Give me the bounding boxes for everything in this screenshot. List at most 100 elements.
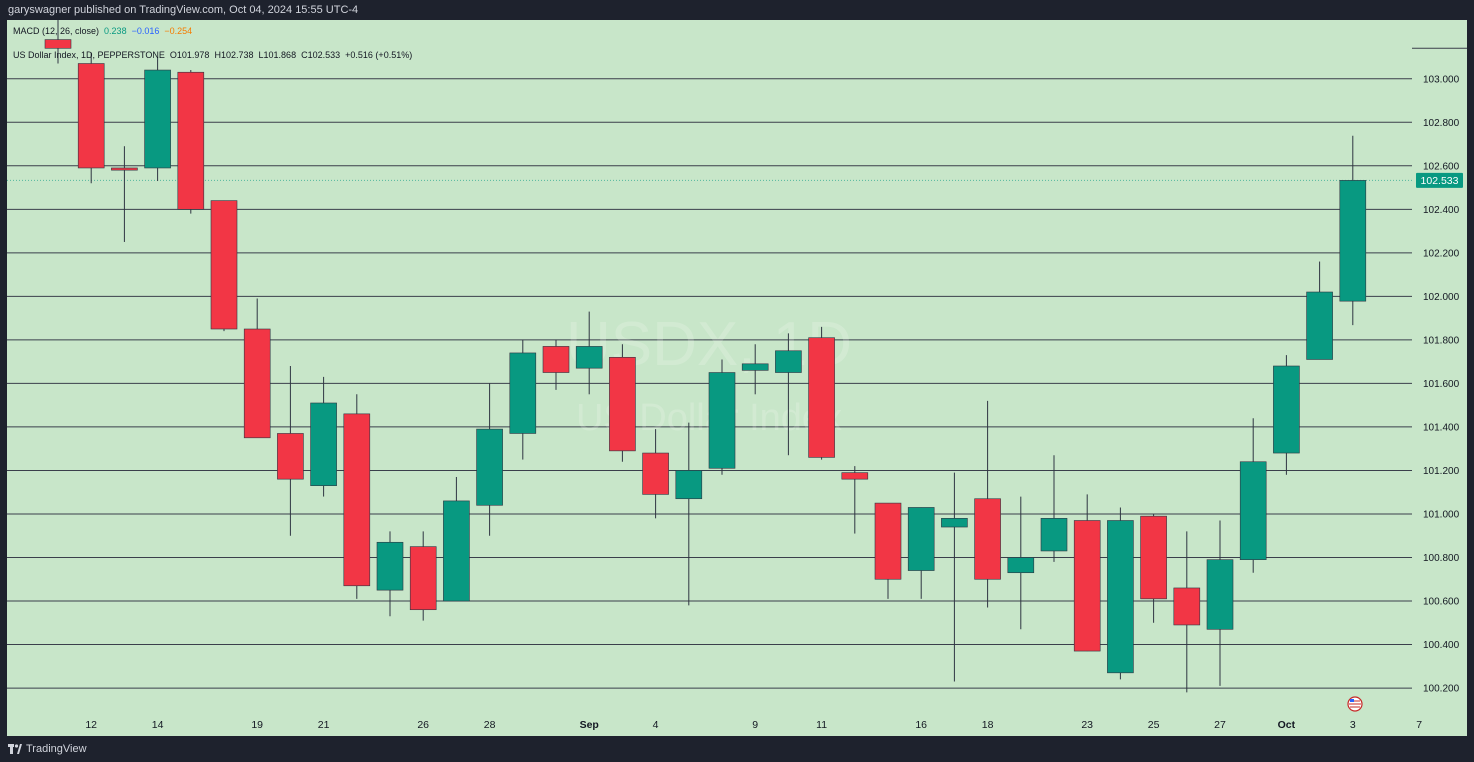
macd-signal-value: −0.016 xyxy=(131,26,160,36)
candle-body xyxy=(874,502,902,580)
candle-body xyxy=(974,498,1001,580)
candle[interactable] xyxy=(376,531,404,617)
candle[interactable] xyxy=(1173,531,1201,693)
candle-body xyxy=(77,63,105,169)
candle-body xyxy=(476,428,503,506)
candle[interactable] xyxy=(907,507,935,599)
tradingview-brand: TradingView xyxy=(26,743,87,755)
candle[interactable] xyxy=(941,472,968,682)
last-price-label: 102.533 xyxy=(1421,175,1459,187)
candle-body xyxy=(243,328,271,439)
candle[interactable] xyxy=(177,70,205,214)
candle-body xyxy=(1273,365,1300,454)
price-tick-label: 100.600 xyxy=(1423,597,1460,608)
tradingview-logo[interactable]: TradingView xyxy=(8,743,87,755)
last-price-box xyxy=(1416,172,1463,188)
candle[interactable] xyxy=(874,502,902,599)
macd-legend[interactable]: MACD (12, 26, close) 0.238 −0.016 −0.254 xyxy=(13,25,192,37)
time-tick-label: Sep xyxy=(580,719,599,731)
candle[interactable] xyxy=(1206,520,1234,686)
flag-icon[interactable] xyxy=(1347,696,1363,712)
candle[interactable] xyxy=(642,429,669,519)
candle-body xyxy=(1339,180,1367,302)
candle[interactable] xyxy=(1306,261,1333,360)
price-axis: 100.200 100.400 100.600 100.800 101.000 101.2… xyxy=(1423,74,1460,694)
change-value: +0.516 (+0.51%) xyxy=(345,50,413,60)
candle[interactable] xyxy=(409,531,437,621)
candle-body xyxy=(443,500,470,602)
candle[interactable] xyxy=(277,366,304,536)
candle-body xyxy=(343,413,371,587)
candle-body xyxy=(542,346,570,373)
candle[interactable] xyxy=(708,359,736,475)
time-tick-label: 19 xyxy=(251,719,263,731)
candle[interactable] xyxy=(609,344,636,462)
candle-body xyxy=(210,200,238,330)
candle[interactable] xyxy=(808,326,835,460)
price-tick-label: 100.400 xyxy=(1423,640,1460,651)
candle-body xyxy=(741,363,769,371)
candle[interactable] xyxy=(1273,355,1300,475)
macd-value: 0.238 xyxy=(104,26,127,36)
candle-body xyxy=(409,546,437,611)
time-tick-label: 18 xyxy=(982,719,994,731)
symbol-legend[interactable]: US Dollar Index, 1D, PEPPERSTONE O101.97… xyxy=(13,49,412,61)
price-tick-label: 101.400 xyxy=(1423,422,1460,433)
candle-body xyxy=(310,402,337,486)
time-tick-label: 23 xyxy=(1081,719,1093,731)
macd-histogram-value: −0.254 xyxy=(164,26,193,36)
candle[interactable] xyxy=(1040,455,1068,562)
candle-body xyxy=(642,452,669,495)
candlestick-chart[interactable]: USDX, 1D US Dollar Index 100.200100.4001… xyxy=(7,20,1467,736)
candle[interactable] xyxy=(575,311,603,395)
candle[interactable] xyxy=(111,146,138,242)
candle[interactable] xyxy=(310,376,337,497)
candles xyxy=(44,20,1367,693)
candle-body xyxy=(111,167,138,171)
candle-body xyxy=(509,352,537,434)
candle[interactable] xyxy=(741,344,769,395)
price-tick-label: 102.800 xyxy=(1423,118,1460,129)
candle-body xyxy=(1239,461,1267,560)
candle[interactable] xyxy=(1107,507,1134,680)
candle[interactable] xyxy=(974,400,1001,608)
candle[interactable] xyxy=(542,339,570,390)
candle[interactable] xyxy=(841,466,869,534)
price-tick-label: 100.800 xyxy=(1423,553,1460,564)
candle-body xyxy=(277,433,304,480)
candle-body xyxy=(808,337,835,458)
candle[interactable] xyxy=(1007,496,1035,630)
candle[interactable] xyxy=(243,298,271,439)
candle[interactable] xyxy=(77,52,105,184)
candle[interactable] xyxy=(44,20,72,64)
candle-body xyxy=(907,507,935,571)
candle[interactable] xyxy=(476,383,503,536)
time-tick-label: 9 xyxy=(752,719,758,731)
candle[interactable] xyxy=(1239,418,1267,573)
candle[interactable] xyxy=(1339,135,1367,326)
candle[interactable] xyxy=(210,200,238,332)
candle[interactable] xyxy=(1073,494,1101,652)
candle[interactable] xyxy=(443,476,470,602)
footer: TradingView xyxy=(0,740,1474,762)
time-tick-label: 3 xyxy=(1350,719,1356,731)
candle[interactable] xyxy=(675,422,703,606)
candle[interactable] xyxy=(775,333,802,456)
candle[interactable] xyxy=(1140,513,1167,623)
price-tick-label: 102.600 xyxy=(1423,161,1460,172)
price-tick-label: 103.000 xyxy=(1423,74,1460,85)
candle[interactable] xyxy=(509,339,537,460)
candle-body xyxy=(1073,520,1101,652)
candle-body xyxy=(1306,291,1333,360)
price-tick-label: 101.600 xyxy=(1423,379,1460,390)
candle-body xyxy=(675,470,703,500)
price-tick-label: 100.200 xyxy=(1423,684,1460,695)
open-value: O101.978 xyxy=(169,50,210,60)
high-value: H102.738 xyxy=(214,50,254,60)
candle[interactable] xyxy=(343,394,371,599)
macd-label: MACD (12, 26, close) xyxy=(13,26,100,36)
price-tick-label: 101.200 xyxy=(1423,466,1460,477)
candle[interactable] xyxy=(144,56,171,182)
time-tick-label: 4 xyxy=(653,719,659,731)
candle-body xyxy=(144,69,171,169)
